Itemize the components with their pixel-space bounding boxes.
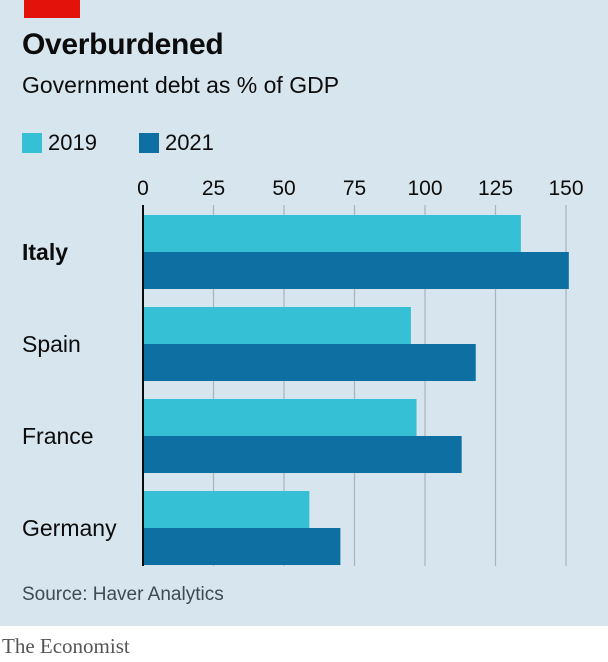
category-label-germany: Germany [22, 515, 117, 541]
legend-item-2019: 2019 [22, 130, 97, 156]
x-tick-label-150: 150 [548, 177, 583, 200]
legend-label-2019: 2019 [48, 130, 97, 155]
category-label-france: France [22, 423, 94, 449]
source-note: Source: Haver Analytics [22, 584, 224, 605]
bar-germany-2019 [143, 491, 310, 528]
legend: 2019 2021 [22, 130, 256, 156]
bar-france-2021 [143, 436, 462, 473]
category-label-italy: Italy [22, 239, 68, 265]
category-label-spain: Spain [22, 331, 81, 357]
x-tick-label-0: 0 [137, 177, 149, 200]
x-tick-label-50: 50 [272, 177, 295, 200]
publisher-footer: The Economist [2, 634, 130, 658]
bar-spain-2021 [143, 344, 476, 381]
x-tick-label-125: 125 [478, 177, 513, 200]
chart-title: Overburdened [22, 28, 224, 61]
bar-italy-2019 [143, 215, 521, 252]
brand-tag [24, 0, 80, 18]
bar-germany-2021 [143, 528, 341, 565]
x-tick-label-100: 100 [407, 177, 442, 200]
bar-chart: 0 25 50 75 100 125 150 Italy Spain France Germany [22, 177, 584, 566]
bar-spain-2019 [143, 307, 411, 344]
chart-subtitle: Government debt as % of GDP [22, 72, 340, 98]
bar-italy-2021 [143, 252, 569, 289]
legend-swatch-2021 [138, 133, 159, 153]
x-tick-label-75: 75 [343, 177, 366, 200]
legend-item-2021: 2021 [138, 130, 214, 156]
legend-label-2021: 2021 [164, 130, 214, 155]
x-tick-label-25: 25 [202, 177, 225, 200]
legend-swatch-2019 [22, 133, 42, 153]
bar-france-2019 [143, 399, 417, 436]
